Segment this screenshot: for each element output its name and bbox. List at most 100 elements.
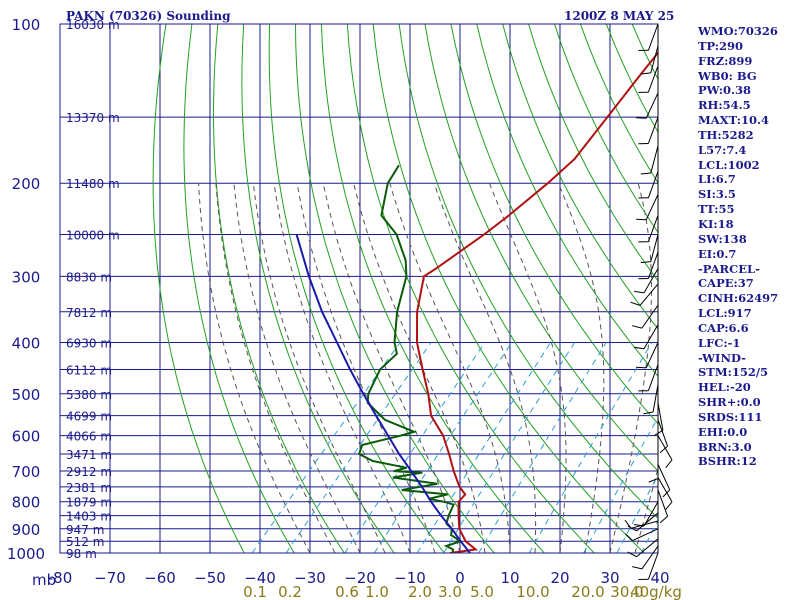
mixing-ratio-label: 40g/kg	[630, 583, 682, 600]
height-label: 4699 m	[66, 410, 112, 424]
wind-barb-flag	[648, 478, 659, 483]
moist-adiabat-line	[198, 183, 311, 553]
height-label: 10000 m	[66, 229, 120, 243]
wind-barb	[645, 92, 659, 119]
wind-barb-flag	[634, 346, 645, 350]
height-label: 8830 m	[66, 270, 112, 284]
moist-adiabat-line	[433, 183, 537, 553]
temperature-tick-label: −10	[394, 569, 426, 587]
chart-datetime: 1200Z 8 MAY 25	[564, 9, 675, 23]
sounding-index: HEL:-20	[698, 380, 751, 395]
moist-adiabat-line	[489, 183, 567, 553]
wind-barb-flag	[640, 261, 651, 264]
sounding-index: PW:0.38	[698, 83, 752, 98]
dry-adiabat-line	[320, 24, 545, 553]
sounding-index: FRZ:899	[698, 53, 753, 68]
mixing-ratio-line	[528, 342, 653, 553]
wind-barb	[657, 402, 664, 431]
mixing-ratio-line	[285, 342, 432, 553]
height-label: 6112 m	[66, 364, 112, 378]
wind-barb	[643, 501, 659, 527]
mixing-ratio-line	[344, 342, 486, 553]
mixing-ratio-label: 0.1	[243, 583, 267, 600]
wind-barb-flag	[665, 459, 673, 469]
wind-barb-flag	[659, 515, 668, 524]
wind-barb	[647, 171, 659, 198]
height-label: 2381 m	[66, 481, 112, 495]
sounding-index: CAPE:37	[698, 276, 754, 291]
moist-adiabat-line	[215, 183, 336, 553]
temperature-tick-label: −70	[94, 569, 126, 587]
mixing-ratio-label: 5.0	[470, 583, 494, 600]
moist-adiabat-line	[353, 183, 486, 553]
wind-barb-flag	[627, 525, 637, 532]
wind-barb	[647, 364, 659, 391]
wind-barb-flag	[632, 566, 643, 570]
sounding-index: SRDS:111	[698, 409, 763, 424]
sounding-index: STM:152/5	[698, 365, 769, 380]
moist-adiabat-line	[296, 183, 436, 553]
chart-title: PAKN (70326) Sounding	[66, 9, 231, 23]
wind-barbs	[624, 23, 673, 580]
wind-barb	[636, 538, 659, 558]
wind-barb	[632, 528, 659, 542]
sounding-index: CAP:6.6	[698, 320, 749, 335]
wind-barb-flag	[665, 501, 673, 510]
height-label: 512 m	[66, 535, 104, 549]
wind-barb	[643, 268, 659, 294]
dry-adiabat-line	[241, 24, 395, 553]
wind-barb-flag	[636, 117, 647, 119]
dry-adiabat-line	[502, 24, 658, 330]
wind-barb	[643, 324, 659, 350]
sounding-index: LFC:-1	[698, 335, 741, 350]
wind-barb	[650, 45, 659, 74]
sounding-index: -WIND-	[698, 350, 746, 365]
height-label: 16030 m	[66, 18, 120, 32]
sounding-index: L57:7.4	[698, 142, 747, 157]
wind-barb-flag	[640, 172, 651, 175]
sounding-index: CINH:62497	[698, 291, 779, 306]
sounding-index: TT:55	[698, 202, 735, 217]
height-label: 947 m	[66, 523, 104, 537]
mixing-ratio-label: 2.0	[408, 583, 432, 600]
wind-barb	[647, 215, 659, 242]
mixing-ratio-label: 30.0	[610, 583, 643, 600]
wind-barb	[650, 145, 659, 174]
pressure-tick-label: 600	[12, 428, 41, 446]
sounding-index: SI:3.5	[698, 187, 736, 202]
wind-barb-flag	[636, 366, 647, 369]
dry-adiabat-line	[398, 24, 658, 520]
temperature-tick-label: −60	[144, 569, 176, 587]
temperature-tick-label: −50	[194, 569, 226, 587]
pressure-tick-label: 1000	[7, 545, 45, 563]
moist-adiabat-line	[273, 183, 411, 553]
sounding-index: WMO:70326	[698, 24, 778, 38]
sounding-indices-panel: WMO:70326 TP:290 FRZ:899 WB0: BG PW:0.38 RH:5…	[698, 24, 798, 469]
wind-barb	[636, 512, 659, 532]
temperature-tick-label: −30	[294, 569, 326, 587]
dry-adiabat-line	[212, 24, 345, 553]
pressure-tick-label: 800	[12, 494, 41, 512]
wind-barb	[641, 545, 659, 570]
temperature-tick-label: 30	[600, 569, 619, 587]
wind-barb	[647, 252, 659, 279]
moist-adiabat-line	[252, 183, 386, 553]
temperature-tick-label: −40	[244, 569, 276, 587]
wind-barb	[650, 234, 659, 262]
mixing-ratio-line	[478, 342, 607, 553]
height-label: 1403 m	[66, 510, 112, 524]
height-label: 7812 m	[66, 306, 112, 320]
wind-barb	[657, 489, 669, 517]
sounding-index: SW:138	[698, 231, 747, 246]
dry-adiabat-line	[372, 24, 645, 553]
wind-barb-flag	[659, 445, 668, 454]
plot-frame	[59, 23, 659, 554]
wind-barb	[647, 116, 659, 144]
wind-barb-flag	[634, 290, 645, 294]
mixing-ratio-line	[251, 342, 401, 553]
wind-barb-flag	[627, 551, 637, 558]
height-label: 3471 m	[66, 448, 112, 462]
wind-barb	[647, 65, 659, 93]
sounding-index: LI:6.7	[698, 172, 736, 187]
